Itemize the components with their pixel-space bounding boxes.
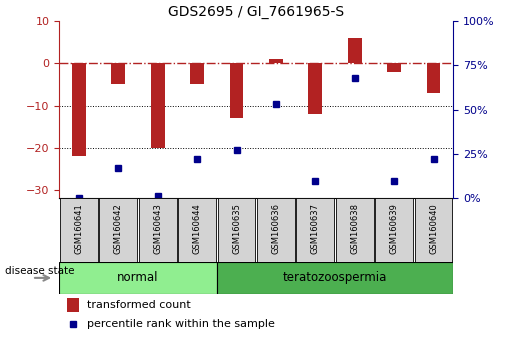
Text: GSM160643: GSM160643 <box>153 204 162 254</box>
Bar <box>217 262 453 294</box>
Bar <box>72 63 86 156</box>
Bar <box>59 262 217 294</box>
Text: GSM160636: GSM160636 <box>271 203 280 254</box>
Bar <box>308 63 322 114</box>
Text: GSM160642: GSM160642 <box>114 204 123 254</box>
Bar <box>67 298 79 312</box>
Text: disease state: disease state <box>5 266 75 276</box>
Bar <box>336 198 373 262</box>
Text: percentile rank within the sample: percentile rank within the sample <box>87 319 274 329</box>
Bar <box>218 198 255 262</box>
Bar <box>60 198 98 262</box>
Bar <box>269 59 283 63</box>
Bar <box>348 38 362 63</box>
Text: GSM160641: GSM160641 <box>75 204 83 254</box>
Text: GSM160635: GSM160635 <box>232 204 241 254</box>
Bar <box>415 198 452 262</box>
Text: GSM160637: GSM160637 <box>311 203 320 254</box>
Bar <box>297 198 334 262</box>
Bar <box>426 63 440 93</box>
Text: normal: normal <box>117 272 159 284</box>
Bar <box>257 198 295 262</box>
Text: teratozoospermia: teratozoospermia <box>283 272 387 284</box>
Bar <box>111 63 125 85</box>
Bar <box>387 63 401 72</box>
Bar <box>230 63 244 118</box>
Text: GSM160640: GSM160640 <box>429 204 438 254</box>
Bar <box>99 198 137 262</box>
Text: GSM160644: GSM160644 <box>193 204 201 254</box>
Text: GSM160638: GSM160638 <box>350 203 359 254</box>
Bar <box>178 198 216 262</box>
Bar <box>375 198 413 262</box>
Bar <box>151 63 165 148</box>
Bar <box>139 198 177 262</box>
Bar <box>190 63 204 85</box>
Title: GDS2695 / GI_7661965-S: GDS2695 / GI_7661965-S <box>168 5 344 19</box>
Text: GSM160639: GSM160639 <box>390 204 399 254</box>
Text: transformed count: transformed count <box>87 300 191 310</box>
